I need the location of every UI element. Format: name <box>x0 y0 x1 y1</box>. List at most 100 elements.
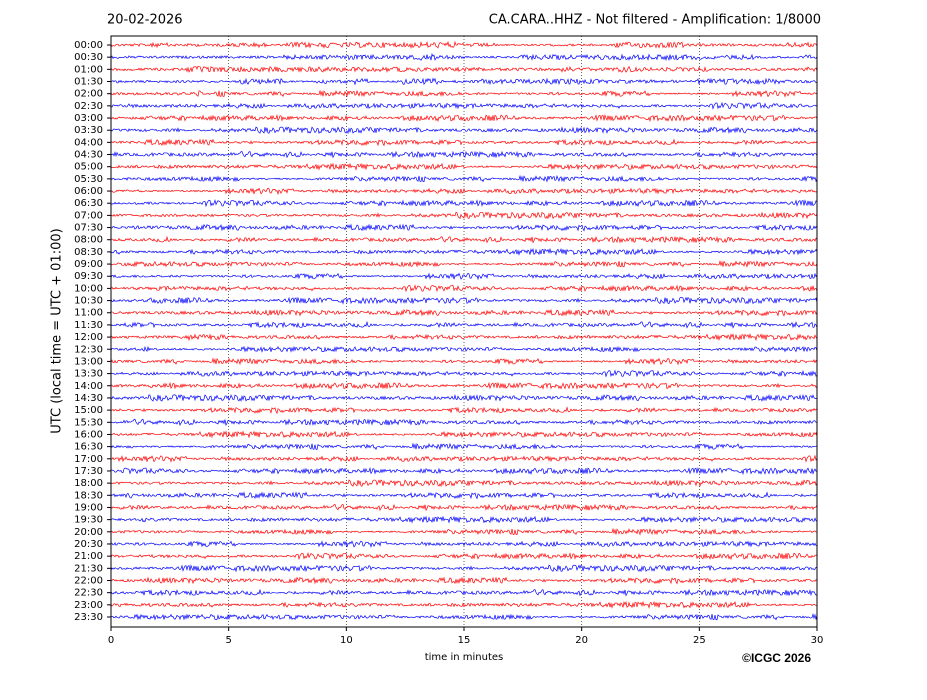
trace <box>110 101 818 110</box>
trace <box>110 40 818 50</box>
trace <box>110 223 818 232</box>
date: 20-02-2026 <box>107 13 183 28</box>
trace <box>110 138 818 147</box>
x-tick-label: 15 <box>458 635 471 646</box>
y-tick-label: 15:30 <box>74 417 103 428</box>
trace <box>110 515 818 524</box>
y-tick-label: 19:00 <box>74 502 103 513</box>
y-tick-label: 10:00 <box>74 283 103 294</box>
y-tick-label: 17:00 <box>74 454 103 465</box>
trace <box>110 284 818 293</box>
trace <box>110 576 818 585</box>
y-axis-label: UTC (local time = UTC + 01:00) <box>50 228 65 433</box>
trace <box>110 296 818 305</box>
y-tick-label: 12:00 <box>74 332 103 343</box>
y-tick-label: 18:30 <box>74 490 103 501</box>
y-tick-label: 12:30 <box>74 344 103 355</box>
y-tick-label: 03:30 <box>74 125 103 136</box>
trace <box>110 150 818 159</box>
trace <box>110 357 818 366</box>
trace <box>110 491 818 500</box>
y-tick-label: 03:00 <box>74 113 103 124</box>
y-tick-label: 05:30 <box>74 174 103 185</box>
y-tick-label: 01:00 <box>74 64 103 75</box>
trace <box>110 308 818 317</box>
y-tick-label: 14:30 <box>74 393 103 404</box>
y-tick-label: 05:00 <box>74 162 103 173</box>
trace <box>110 187 818 196</box>
y-tick-label: 14:00 <box>74 381 103 392</box>
trace <box>110 588 818 597</box>
y-tick-label: 21:00 <box>74 551 103 562</box>
x-tick-label: 10 <box>340 635 353 646</box>
y-tick-label: 16:30 <box>74 442 103 453</box>
y-tick-label: 04:00 <box>74 137 103 148</box>
y-tick-label: 21:30 <box>74 563 103 574</box>
trace <box>110 442 818 451</box>
y-tick-label: 17:30 <box>74 466 103 477</box>
trace <box>110 430 818 439</box>
trace <box>110 393 818 402</box>
trace <box>110 503 818 512</box>
y-tick-label: 13:30 <box>74 369 103 380</box>
y-tick-label: 19:30 <box>74 515 103 526</box>
y-tick-label: 09:30 <box>74 271 103 282</box>
y-tick-label: 07:00 <box>74 210 103 221</box>
trace <box>110 211 818 220</box>
trace <box>110 174 818 183</box>
trace <box>110 65 818 73</box>
trace <box>110 235 818 244</box>
trace <box>110 199 818 208</box>
trace <box>110 114 818 123</box>
trace <box>110 540 818 548</box>
x-tick-label: 25 <box>693 635 706 646</box>
trace <box>110 333 818 342</box>
trace <box>110 479 818 488</box>
trace <box>110 600 818 609</box>
chart-title: CA.CARA..HHZ - Not filtered - Amplificat… <box>489 13 821 28</box>
copyright: ©ICGC 2026 <box>742 651 811 665</box>
trace <box>110 272 818 281</box>
y-tick-label: 08:00 <box>74 235 103 246</box>
x-tick-label: 5 <box>225 635 231 646</box>
y-tick-label: 23:30 <box>74 612 103 623</box>
y-tick-label: 22:30 <box>74 588 103 599</box>
y-tick-label: 18:00 <box>74 478 103 489</box>
trace <box>110 247 818 256</box>
y-tick-label: 09:00 <box>74 259 103 270</box>
y-tick-label: 07:30 <box>74 223 103 234</box>
trace <box>110 53 818 62</box>
y-tick-label: 15:00 <box>74 405 103 416</box>
trace <box>110 126 818 135</box>
trace <box>110 345 818 353</box>
y-tick-label: 02:00 <box>74 89 103 100</box>
x-tick-label: 0 <box>108 635 114 646</box>
trace <box>110 564 818 573</box>
y-tick-label: 10:30 <box>74 296 103 307</box>
trace <box>110 552 818 561</box>
trace <box>110 527 818 536</box>
x-tick-label: 20 <box>575 635 588 646</box>
plot-frame <box>110 35 818 628</box>
plot-area <box>110 36 818 627</box>
y-tick-label: 20:30 <box>74 539 103 550</box>
trace <box>110 381 818 390</box>
y-tick-label: 02:30 <box>74 101 103 112</box>
trace <box>110 418 818 427</box>
trace <box>110 89 818 98</box>
y-tick-label: 20:00 <box>74 527 103 538</box>
y-tick-label: 00:00 <box>74 40 103 51</box>
trace <box>110 466 818 476</box>
trace <box>110 259 818 268</box>
trace <box>110 612 818 621</box>
y-tick-label: 01:30 <box>74 77 103 88</box>
x-tick-label: 30 <box>811 635 824 646</box>
y-tick-label: 22:00 <box>74 575 103 586</box>
y-tick-label: 06:00 <box>74 186 103 197</box>
y-tick-label: 13:00 <box>74 356 103 367</box>
trace <box>110 77 818 86</box>
trace <box>110 369 818 378</box>
y-tick-label: 11:30 <box>74 320 103 331</box>
y-tick-label: 08:30 <box>74 247 103 258</box>
